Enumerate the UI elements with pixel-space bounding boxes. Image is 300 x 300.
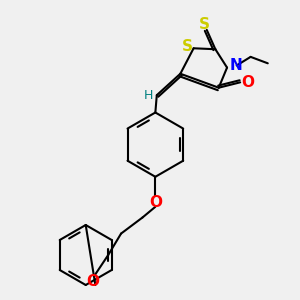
Text: N: N	[229, 58, 242, 73]
Text: O: O	[149, 195, 162, 210]
Text: S: S	[199, 17, 210, 32]
Text: O: O	[87, 274, 100, 289]
Text: O: O	[241, 75, 254, 90]
Text: S: S	[182, 39, 193, 54]
Text: H: H	[143, 89, 153, 102]
